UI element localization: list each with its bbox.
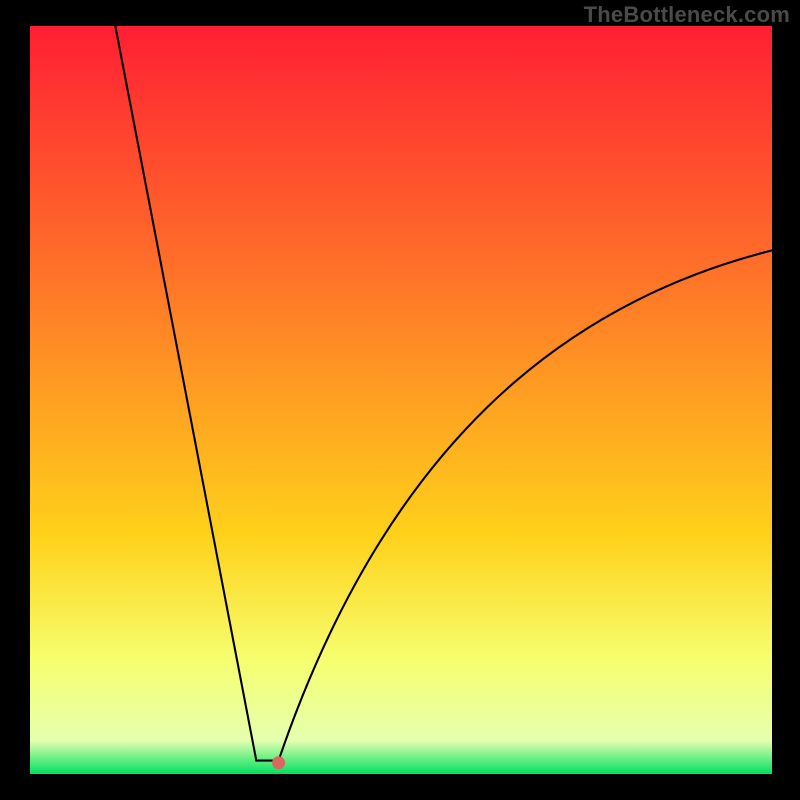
plot-svg xyxy=(30,26,772,774)
plot-area xyxy=(30,26,772,774)
vertex-marker xyxy=(272,756,285,769)
plot-background xyxy=(30,26,772,774)
chart-frame: TheBottleneck.com xyxy=(0,0,800,800)
watermark-text: TheBottleneck.com xyxy=(584,2,790,28)
